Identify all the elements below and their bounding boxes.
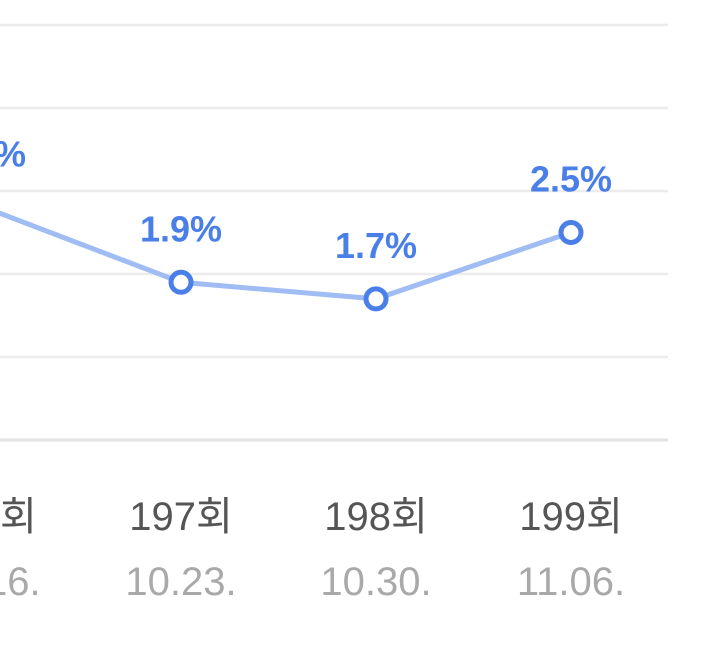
x-tick-label-round: 197회 [129,495,233,539]
data-label: 1.9% [140,208,222,249]
x-tick-label-round: 198회 [324,495,428,539]
x-tick-label-date: 11.06. [517,560,625,604]
series-line-group [0,210,574,302]
data-point [168,269,194,295]
data-points [168,220,584,312]
x-tick-label-date: 10.30. [320,560,431,604]
data-label: 2.8% [0,134,26,175]
data-label: 2.5% [530,159,612,200]
data-point [558,220,584,245]
data-point [363,286,389,312]
x-tick-label-round: 199회 [519,495,623,539]
data-labels: 2.8% 1.9% 1.7% 2.5% [0,134,612,266]
grid-lines [0,23,668,442]
series-line [0,210,574,302]
x-tick-label-date: 10.16. [0,560,41,604]
x-tick-label-date: 10.23. [125,560,236,604]
x-axis-labels: 196회 10.16. 197회 10.23. 198회 10.30. 199회 11.06. [0,495,625,604]
data-label: 1.7% [335,225,417,266]
x-tick-label-round: 196회 [0,495,37,539]
